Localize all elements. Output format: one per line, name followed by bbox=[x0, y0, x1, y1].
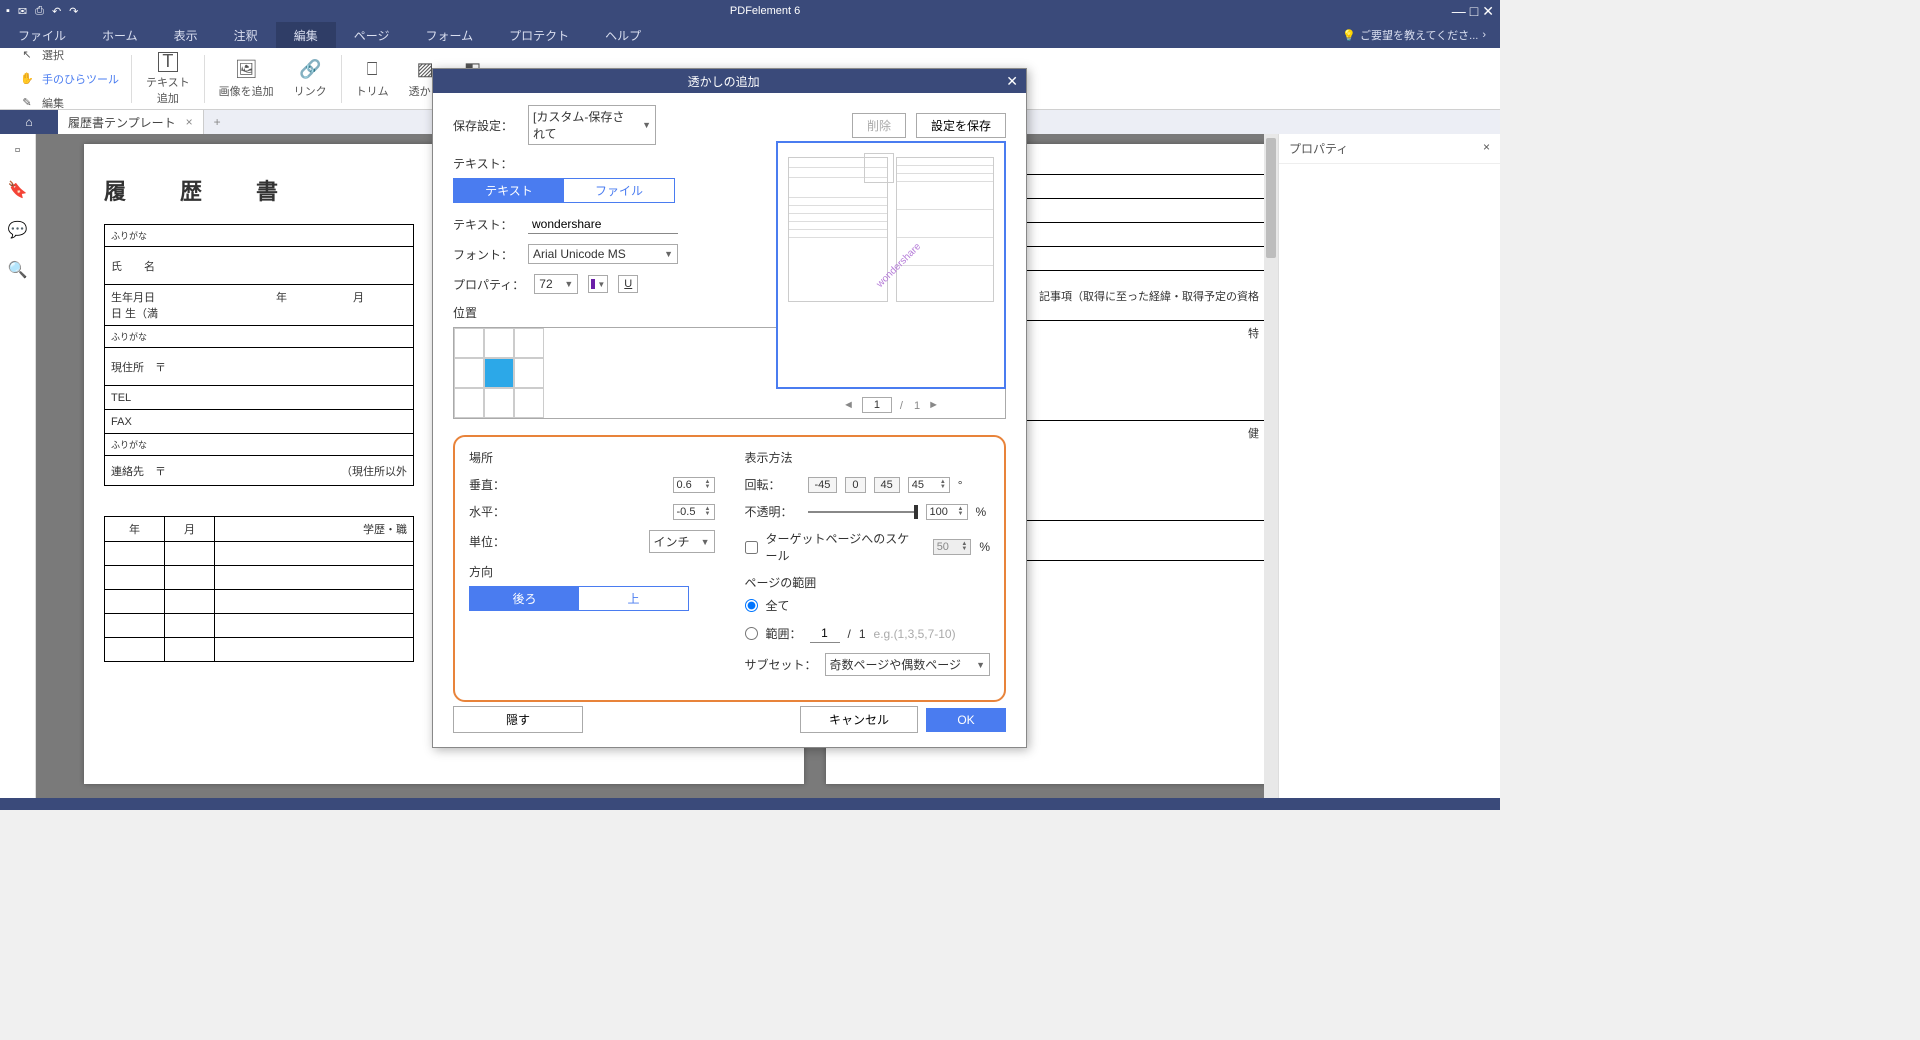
hide-button[interactable]: 隠す bbox=[453, 706, 583, 733]
link-tool[interactable]: 🔗 リンク bbox=[284, 59, 337, 99]
tab-text[interactable]: テキスト bbox=[454, 179, 564, 202]
direction-toggle: 後ろ 上 bbox=[469, 586, 689, 611]
add-tab-button[interactable]: + bbox=[204, 110, 231, 134]
pager-current[interactable]: 1 bbox=[862, 397, 892, 413]
link-icon: 🔗 bbox=[299, 59, 321, 81]
comment-icon[interactable]: 💬 bbox=[8, 220, 28, 240]
home-tab[interactable]: ⌂ bbox=[0, 110, 58, 134]
close-tab-icon[interactable]: × bbox=[186, 115, 193, 129]
minimize-button[interactable]: — bbox=[1452, 3, 1466, 20]
menu-form[interactable]: フォーム bbox=[407, 22, 491, 48]
search-icon[interactable]: 🔍 bbox=[8, 260, 28, 280]
vertical-scrollbar[interactable] bbox=[1264, 134, 1278, 798]
text-label: テキスト： bbox=[453, 216, 518, 233]
property-label: プロパティ： bbox=[453, 276, 524, 293]
font-label: フォント： bbox=[453, 246, 518, 263]
close-panel-icon[interactable]: × bbox=[1483, 140, 1490, 157]
menu-view[interactable]: 表示 bbox=[156, 22, 216, 48]
dialog-close-icon[interactable]: ✕ bbox=[1006, 73, 1018, 90]
save-setting-label: 保存設定： bbox=[453, 117, 518, 134]
dialog-footer: 隠す キャンセル OK bbox=[453, 706, 1006, 733]
menu-edit[interactable]: 編集 bbox=[276, 22, 336, 48]
crop-icon: ⎕ bbox=[361, 59, 383, 81]
bulb-icon: 💡 bbox=[1342, 29, 1356, 42]
opacity-input[interactable]: 100▲▼ bbox=[926, 504, 968, 520]
document-tab[interactable]: 履歴書テンプレート × bbox=[58, 110, 204, 134]
rotate-45[interactable]: 45 bbox=[874, 477, 900, 493]
bookmark-icon[interactable]: 🔖 bbox=[8, 180, 28, 200]
ok-button[interactable]: OK bbox=[926, 708, 1006, 732]
source-tabs: テキスト ファイル bbox=[453, 178, 675, 203]
mail-icon[interactable]: ✉ bbox=[18, 5, 27, 18]
preview-panel: wondershare bbox=[776, 141, 1006, 389]
thumbnails-icon[interactable]: ▫ bbox=[15, 142, 21, 160]
settings-group: 場所 垂直： 0.6▲▼ 水平： -0.5▲▼ 単位： インチ▼ bbox=[453, 435, 1006, 702]
subset-select[interactable]: 奇数ページや偶数ページ▼ bbox=[825, 653, 990, 676]
horizontal-input[interactable]: -0.5▲▼ bbox=[673, 504, 715, 520]
underline-button[interactable]: U bbox=[618, 275, 638, 293]
print-icon[interactable]: ⎙ bbox=[35, 5, 44, 18]
image-icon: 🖼 bbox=[235, 59, 257, 81]
titlebar-left-icons: ▪ ✉ ⎙ ↶ ↷ bbox=[0, 5, 78, 18]
trim-tool[interactable]: ⎕ トリム bbox=[346, 59, 399, 99]
font-color-picker[interactable]: ▼ bbox=[588, 275, 608, 293]
rotate-0[interactable]: 0 bbox=[845, 477, 865, 493]
menu-protect[interactable]: プロテクト bbox=[491, 22, 587, 48]
watermark-text-input[interactable] bbox=[528, 215, 678, 234]
save-settings-button[interactable]: 設定を保存 bbox=[916, 113, 1006, 138]
tab-file[interactable]: ファイル bbox=[564, 179, 674, 202]
properties-panel: プロパティ × bbox=[1278, 134, 1500, 798]
app-icon: ▪ bbox=[6, 5, 10, 18]
opacity-slider[interactable] bbox=[808, 511, 918, 513]
position-center[interactable] bbox=[484, 358, 514, 388]
dialog-titlebar[interactable]: 透かしの追加 ✕ bbox=[433, 69, 1026, 93]
direction-front[interactable]: 上 bbox=[579, 587, 688, 610]
rotate-minus45[interactable]: -45 bbox=[808, 477, 838, 493]
font-select[interactable]: Arial Unicode MS▼ bbox=[528, 244, 678, 264]
vertical-input[interactable]: 0.6▲▼ bbox=[673, 477, 715, 493]
side-toolbar: ▫ 🔖 💬 🔍 bbox=[0, 134, 36, 798]
pager-prev[interactable]: ◄ bbox=[843, 399, 854, 411]
hand-tool[interactable]: ✋手のひらツール bbox=[16, 68, 119, 90]
menubar: ファイル ホーム 表示 注釈 編集 ページ フォーム プロテクト ヘルプ 💡 ご… bbox=[0, 22, 1500, 48]
watermark-dialog: 透かしの追加 ✕ 保存設定： [カスタム-保存されて▼ 削除 設定を保存 テキス… bbox=[432, 68, 1027, 748]
range-from-input[interactable] bbox=[810, 624, 840, 643]
range-all-radio[interactable] bbox=[745, 599, 758, 612]
cancel-button[interactable]: キャンセル bbox=[800, 706, 918, 733]
display-section: 表示方法 bbox=[745, 449, 991, 466]
direction-back[interactable]: 後ろ bbox=[470, 587, 579, 610]
delete-button[interactable]: 削除 bbox=[852, 113, 906, 138]
close-button[interactable]: ✕ bbox=[1482, 3, 1494, 20]
pager-next[interactable]: ► bbox=[928, 399, 939, 411]
font-size-select[interactable]: 72▼ bbox=[534, 274, 578, 294]
titlebar: ▪ ✉ ⎙ ↶ ↷ PDFelement 6 — □ ✕ bbox=[0, 0, 1500, 22]
rotation-input[interactable]: 45▲▼ bbox=[908, 477, 950, 493]
image-add-tool[interactable]: 🖼 画像を追加 bbox=[209, 59, 284, 99]
direction-label: 方向 bbox=[469, 563, 715, 580]
menu-comment[interactable]: 注釈 bbox=[216, 22, 276, 48]
select-tool[interactable]: ↖選択 bbox=[16, 44, 64, 66]
scale-checkbox[interactable] bbox=[745, 541, 758, 554]
menu-help[interactable]: ヘルプ bbox=[587, 22, 659, 48]
text-icon: T bbox=[158, 52, 178, 72]
menu-page[interactable]: ページ bbox=[336, 22, 408, 48]
unit-select[interactable]: インチ▼ bbox=[649, 530, 715, 553]
undo-icon[interactable]: ↶ bbox=[52, 5, 61, 18]
cursor-icon: ↖ bbox=[16, 44, 38, 66]
statusbar bbox=[0, 798, 1500, 810]
page-range-section: ページの範囲 bbox=[745, 574, 991, 591]
app-title: PDFelement 6 bbox=[78, 5, 1451, 17]
range-range-radio[interactable] bbox=[745, 627, 758, 640]
redo-icon[interactable]: ↷ bbox=[69, 5, 78, 18]
preview-pager: ◄ 1 / 1 ► bbox=[776, 397, 1006, 413]
save-setting-select[interactable]: [カスタム-保存されて▼ bbox=[528, 105, 656, 145]
text-add-tool[interactable]: T テキスト 追加 bbox=[136, 52, 200, 106]
maximize-button[interactable]: □ bbox=[1470, 3, 1478, 20]
properties-title: プロパティ bbox=[1289, 140, 1348, 157]
hand-icon: ✋ bbox=[16, 68, 38, 90]
scale-input: 50▲▼ bbox=[933, 539, 972, 555]
resume-title: 履 歴 書 bbox=[104, 174, 294, 206]
feedback-link[interactable]: 💡 ご要望を教えてくださ... › bbox=[1342, 27, 1500, 43]
location-section: 場所 bbox=[469, 449, 715, 466]
